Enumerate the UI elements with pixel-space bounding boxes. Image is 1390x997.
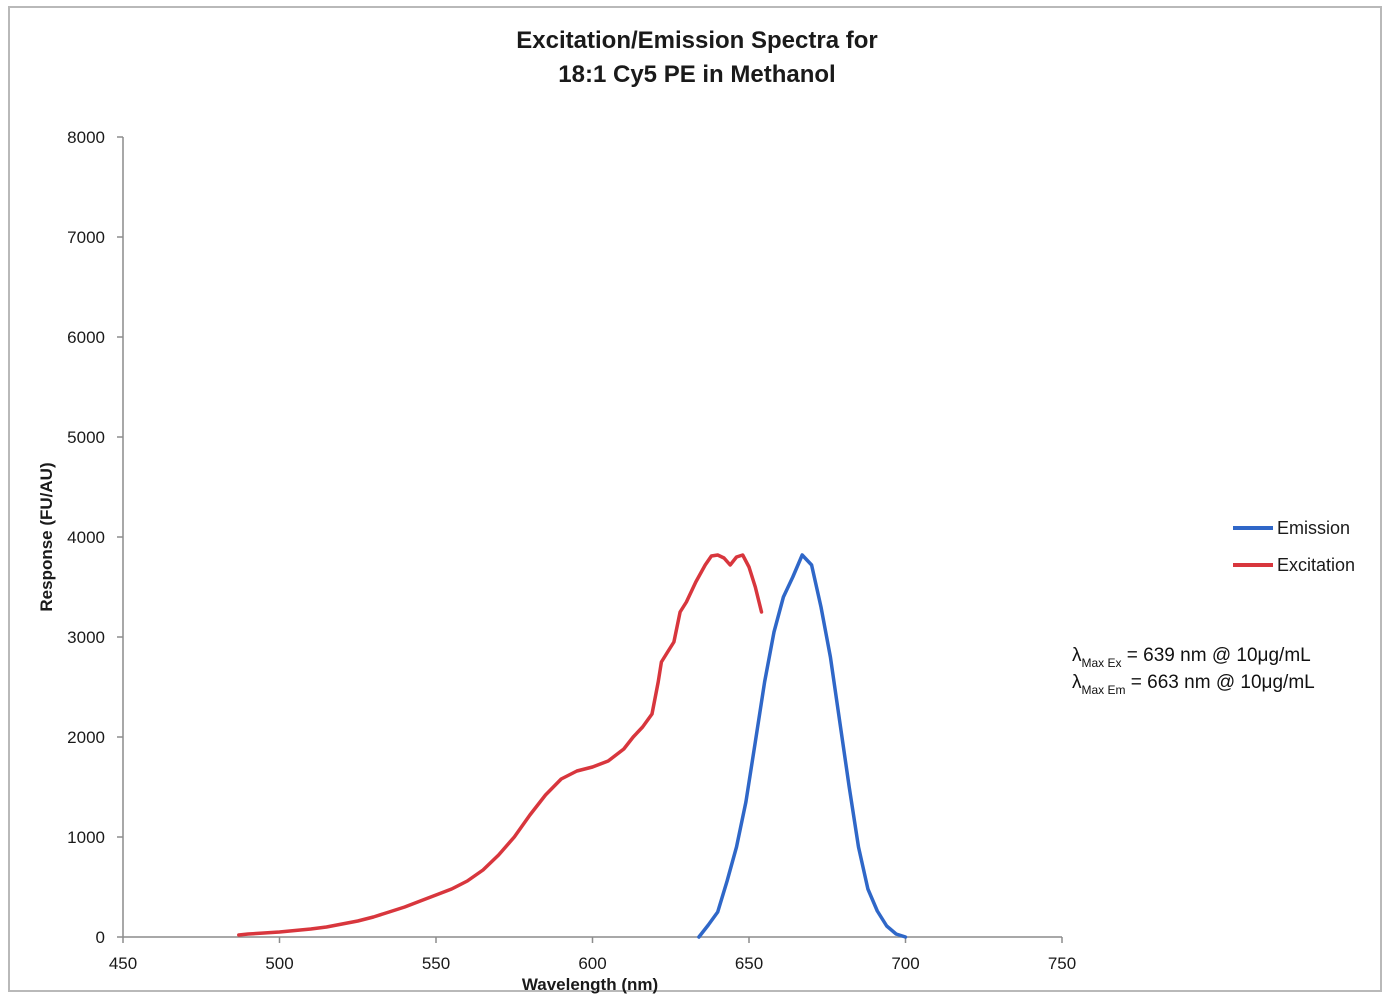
x-tick-label: 600 [578,954,606,973]
lambda-symbol: λ [1072,672,1082,693]
lambda-subscript: Max Ex [1082,656,1122,670]
x-tick-label: 650 [735,954,763,973]
y-tick-label: 0 [96,928,105,947]
series-lines [237,553,908,939]
x-axis-title: Wavelength (nm) [522,975,658,994]
series-line-emission [697,553,908,939]
y-tick-label: 1000 [67,828,105,847]
y-tick-label: 5000 [67,428,105,447]
x-tick-label: 700 [891,954,919,973]
series-line-excitation [237,553,764,937]
lambda-symbol: λ [1072,645,1082,666]
y-tick-label: 4000 [67,528,105,547]
legend-label-excitation: Excitation [1277,555,1355,575]
y-tick-label: 3000 [67,628,105,647]
legend: Emission Excitation [1233,518,1355,575]
y-tick-label: 2000 [67,728,105,747]
y-axis-ticks: 0 1000 2000 3000 4000 5000 6000 7000 8000 [67,128,123,947]
chart-title-line-2: 18:1 Cy5 PE in Methanol [558,61,835,88]
x-tick-label: 550 [422,954,450,973]
lambda-value: = 663 nm @ 10μg/mL [1126,672,1315,693]
x-tick-label: 450 [109,954,137,973]
chart-frame [8,6,1382,992]
y-tick-label: 8000 [67,128,105,147]
chart-title-line-1: Excitation/Emission Spectra for [516,27,877,54]
x-axis-ticks: 450 500 550 600 650 700 750 [109,937,1076,973]
legend-label-emission: Emission [1277,518,1350,538]
lambda-value: = 639 nm @ 10μg/mL [1122,645,1311,666]
x-tick-label: 500 [265,954,293,973]
lambda-max-annotation: λMax Ex = 639 nm @ 10μg/mL [1072,645,1311,670]
lambda-subscript: Max Em [1082,683,1126,697]
x-tick-label: 750 [1048,954,1076,973]
y-axis-title: Response (FU/AU) [37,462,56,611]
y-tick-label: 7000 [67,228,105,247]
lambda-max-annotation: λMax Em = 663 nm @ 10μg/mL [1072,672,1315,697]
y-tick-label: 6000 [67,328,105,347]
